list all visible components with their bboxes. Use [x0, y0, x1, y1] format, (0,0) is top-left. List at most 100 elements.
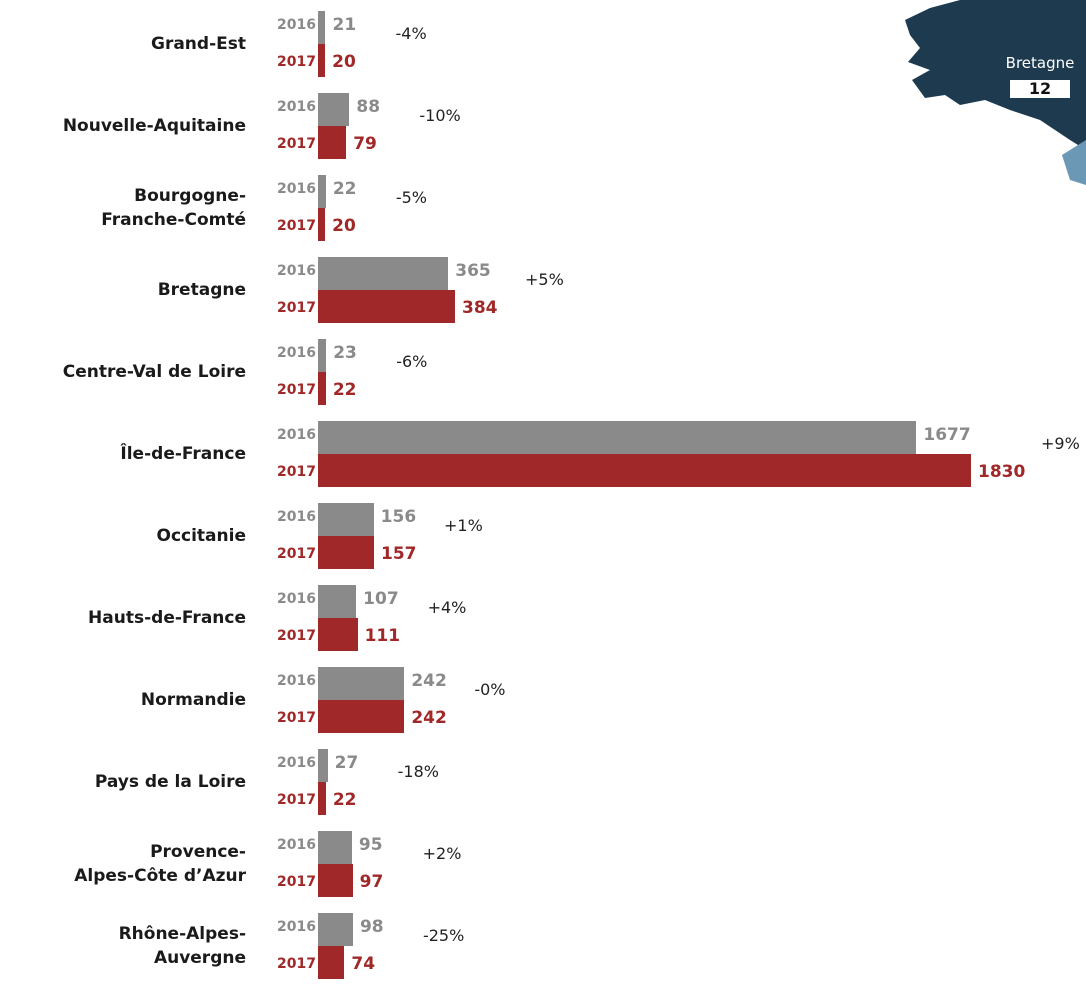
- series-label: 2016: [277, 509, 316, 525]
- change-label: -5%: [395, 188, 427, 207]
- bar: [318, 290, 456, 323]
- inset-value: 12: [1028, 79, 1052, 98]
- bar: [318, 93, 350, 126]
- value-label: 22: [332, 380, 357, 400]
- series-label: 2017: [277, 136, 316, 152]
- series-label: 2017: [277, 218, 316, 234]
- bar: [318, 421, 917, 454]
- series-label: 2016: [277, 673, 316, 689]
- bar: [318, 536, 375, 569]
- category-label: Bretagne: [157, 280, 246, 300]
- bar: [318, 831, 352, 864]
- series-label: 2016: [277, 263, 316, 279]
- bar: [318, 782, 326, 815]
- value-label: 107: [363, 589, 399, 609]
- bar: [318, 372, 326, 405]
- bar: [318, 618, 358, 651]
- bar: [318, 913, 353, 946]
- category-label: Normandie: [140, 690, 246, 710]
- value-label: 157: [381, 544, 417, 564]
- series-label: 2016: [277, 17, 316, 33]
- value-label: 74: [351, 954, 376, 974]
- value-label: 1830: [978, 462, 1026, 482]
- category-label: Occitanie: [156, 526, 247, 546]
- inset-label: Bretagne: [1005, 54, 1075, 72]
- series-label: 2016: [277, 591, 316, 607]
- value-label: 111: [364, 626, 401, 646]
- value-label: 95: [358, 835, 383, 855]
- series-label: 2016: [277, 837, 316, 853]
- category-label: Pays de la Loire: [94, 772, 246, 792]
- series-label: 2016: [277, 427, 316, 443]
- change-label: +4%: [427, 598, 467, 617]
- category-label: Rhône-Alpes- Auvergne: [118, 924, 246, 968]
- change-label: +9%: [1041, 434, 1080, 453]
- series-label: 2016: [277, 345, 316, 361]
- value-label: 20: [332, 216, 356, 236]
- series-label: 2017: [277, 874, 316, 890]
- bar: [318, 864, 353, 897]
- series-label: 2017: [277, 54, 316, 70]
- value-label: 27: [334, 753, 359, 773]
- change-label: -0%: [474, 680, 506, 699]
- change-label: +1%: [444, 516, 483, 535]
- map-region: [905, 0, 1086, 150]
- series-label: 2017: [277, 710, 316, 726]
- bar: [318, 700, 405, 733]
- bar: [318, 454, 971, 487]
- value-label: 21: [332, 15, 357, 35]
- change-label: -18%: [397, 762, 439, 781]
- category-label: Centre-Val de Loire: [62, 362, 246, 382]
- change-label: -10%: [419, 106, 461, 125]
- value-label: 1677: [923, 425, 971, 445]
- change-label: -6%: [396, 352, 428, 371]
- bar: [318, 11, 326, 44]
- value-label: 79: [353, 134, 377, 154]
- series-label: 2017: [277, 464, 316, 480]
- bar: [318, 585, 357, 618]
- map-neighbor: [1062, 140, 1086, 185]
- series-label: 2017: [277, 300, 316, 316]
- inset-value-box: [1010, 80, 1070, 98]
- series-label: 2017: [277, 628, 316, 644]
- category-label: Île-de-France: [120, 444, 246, 464]
- bar: [318, 257, 449, 290]
- value-label: 242: [411, 671, 447, 691]
- category-label: Hauts-de-France: [88, 608, 246, 628]
- bar: [318, 126, 347, 159]
- bar: [318, 503, 374, 536]
- series-label: 2016: [277, 99, 316, 115]
- value-label: 365: [455, 261, 491, 281]
- bar: [318, 44, 326, 77]
- bar: [318, 208, 326, 241]
- series-label: 2016: [277, 755, 316, 771]
- series-label: 2017: [277, 792, 316, 808]
- value-label: 22: [332, 179, 357, 199]
- change-label: +2%: [422, 844, 462, 863]
- category-label: Provence- Alpes-Côte d’Azur: [74, 842, 246, 886]
- category-label: Grand-Est: [151, 34, 246, 54]
- category-label: Bourgogne- Franche-Comté: [101, 186, 246, 230]
- category-label: Nouvelle-Aquitaine: [62, 116, 246, 136]
- value-label: 156: [380, 507, 417, 527]
- series-label: 2017: [277, 546, 316, 562]
- value-label: 384: [462, 298, 498, 318]
- bar: [318, 339, 327, 372]
- series-label: 2016: [277, 919, 316, 935]
- value-label: 20: [332, 52, 356, 72]
- value-label: 97: [359, 872, 384, 892]
- value-label: 22: [332, 790, 357, 810]
- series-label: 2016: [277, 181, 316, 197]
- series-label: 2017: [277, 956, 316, 972]
- value-label: 23: [333, 343, 357, 363]
- change-label: +5%: [525, 270, 564, 289]
- value-label: 242: [411, 708, 447, 728]
- change-label: -25%: [422, 926, 465, 945]
- bar: [318, 667, 405, 700]
- series-label: 2017: [277, 382, 316, 398]
- bar: [318, 749, 328, 782]
- change-label: -4%: [395, 24, 427, 43]
- value-label: 88: [356, 97, 381, 117]
